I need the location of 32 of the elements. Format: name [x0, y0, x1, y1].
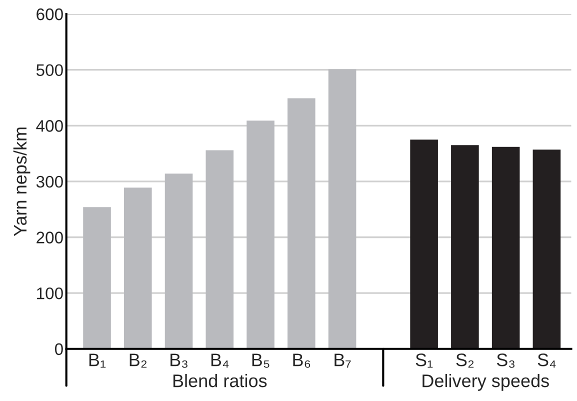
x-tick-label: S₄	[538, 354, 556, 368]
bar	[328, 69, 356, 349]
x-tick-label: B₇	[334, 354, 351, 368]
bar	[532, 150, 561, 349]
y-tick-label: 200	[36, 232, 63, 244]
y-tick-label: 400	[36, 120, 63, 132]
bar	[288, 98, 316, 349]
x-tick-label: B₆	[293, 354, 310, 368]
bar	[83, 207, 111, 349]
bar	[410, 140, 438, 349]
y-tick-label: 0	[54, 343, 63, 356]
x-tick-label: S₁	[416, 354, 433, 368]
text: Blend ratios	[173, 374, 267, 388]
x-tick-label: S₃	[496, 354, 514, 368]
bar	[124, 188, 152, 349]
x-tick-label: B₁	[89, 354, 106, 368]
bar	[246, 120, 274, 349]
y-tick-label: 600	[36, 8, 63, 20]
x-tick-label: S₂	[456, 354, 474, 368]
bar	[492, 146, 520, 349]
bar	[206, 150, 234, 349]
bar	[451, 145, 479, 349]
y-tick-label: 500	[36, 64, 63, 76]
x-tick-label: B₅	[252, 354, 270, 368]
x-tick-label: B₂	[130, 354, 147, 368]
bar	[164, 174, 193, 349]
text: Delivery speeds	[422, 374, 549, 391]
y-axis-title: Yarn neps/km	[13, 128, 30, 236]
x-tick-label: B₄	[211, 354, 229, 368]
y-tick-label: 300	[36, 176, 63, 188]
x-tick-label: B₃	[170, 354, 188, 368]
y-tick-label: 100	[37, 287, 63, 300]
